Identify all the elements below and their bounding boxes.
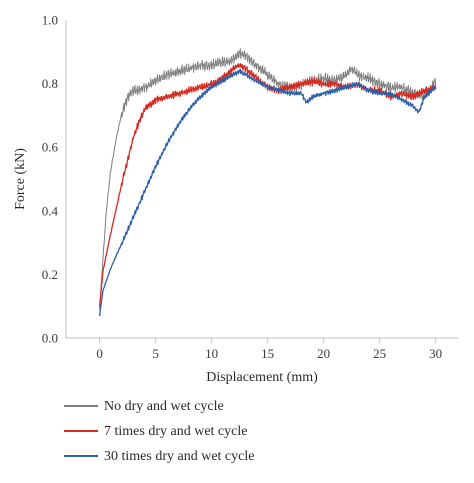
y-tick-label: 0.4 bbox=[42, 203, 59, 218]
x-tick-label: 10 bbox=[205, 346, 218, 361]
y-tick-label: 0.2 bbox=[42, 267, 58, 282]
y-tick-label: 1.0 bbox=[42, 13, 58, 28]
y-tick-label: 0.0 bbox=[42, 331, 58, 346]
legend: No dry and wet cycle 7 times dry and wet … bbox=[64, 399, 254, 464]
series-lines bbox=[98, 48, 437, 317]
x-tick-label: 25 bbox=[373, 346, 386, 361]
legend-label-2: 7 times dry and wet cycle bbox=[104, 424, 247, 439]
axes bbox=[65, 20, 458, 339]
y-tick-label: 0.6 bbox=[42, 140, 59, 155]
y-axis-title: Force (kN) bbox=[13, 148, 28, 210]
y-tick-label: 0.8 bbox=[42, 76, 58, 91]
x-tick-label: 5 bbox=[152, 346, 159, 361]
y-tick-labels: 0.0 0.2 0.4 0.6 0.8 1.0 bbox=[42, 13, 59, 346]
series-line-3 bbox=[98, 68, 437, 317]
x-axis-title: Displacement (mm) bbox=[206, 370, 318, 385]
x-tick-label: 0 bbox=[96, 346, 103, 361]
x-tick-label: 15 bbox=[261, 346, 274, 361]
legend-label-1: No dry and wet cycle bbox=[104, 399, 224, 414]
x-tick-labels: 0 5 10 15 20 25 30 bbox=[96, 338, 442, 361]
legend-label-3: 30 times dry and wet cycle bbox=[104, 449, 254, 464]
x-tick-label: 20 bbox=[317, 346, 330, 361]
x-tick-label: 30 bbox=[429, 346, 442, 361]
series-line-2 bbox=[98, 63, 437, 307]
